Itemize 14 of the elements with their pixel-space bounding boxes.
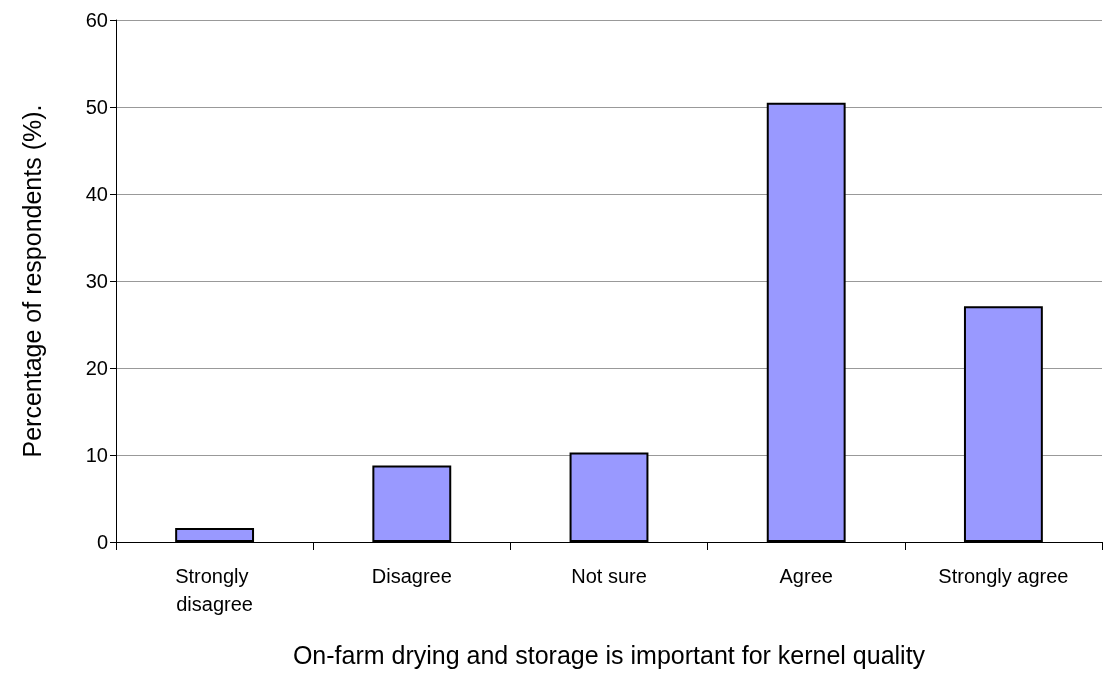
y-axis-title: Percentage of respondents (%). bbox=[17, 104, 46, 458]
x-tick-label: Strongly agree bbox=[938, 565, 1069, 587]
y-tick-label: 10 bbox=[85, 444, 108, 466]
y-tick-label: 30 bbox=[85, 270, 108, 292]
x-tick-label: Disagree bbox=[371, 565, 452, 587]
y-tick-label: 20 bbox=[85, 357, 108, 379]
x-axis-title: On-farm drying and storage is important for kernel quality bbox=[292, 640, 926, 669]
x-tick-label: Strongly disagree bbox=[175, 565, 255, 615]
y-tick-label: 60 bbox=[85, 9, 108, 31]
y-tick-label: 40 bbox=[85, 183, 108, 205]
x-tick-label: Not sure bbox=[571, 565, 647, 587]
x-tick-label: Agree bbox=[779, 565, 833, 587]
y-tick-label: 50 bbox=[85, 96, 108, 118]
y-tick-label: 0 bbox=[96, 531, 108, 553]
